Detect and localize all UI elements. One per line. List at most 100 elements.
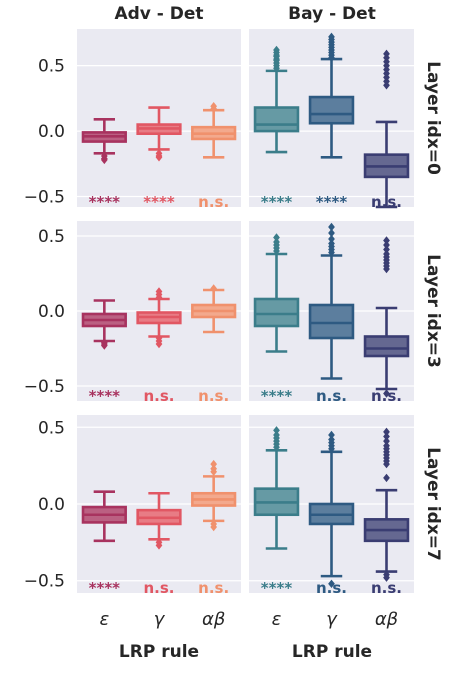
row-title-2: Layer idx=7	[423, 447, 443, 561]
significance-label-r2-c0-2: n.s.	[198, 579, 229, 597]
significance-label-r1-c0-2: n.s.	[198, 387, 229, 405]
outlier-point	[273, 430, 280, 440]
outlier-point	[100, 341, 108, 350]
x-tick-label-c0-0: ε	[99, 609, 109, 630]
y-tick-label-r0-c0-2: −0.5	[24, 188, 65, 208]
column-title-bay-det: Bay - Det	[288, 4, 376, 24]
x-tick-label-c0-2: αβ	[202, 609, 225, 630]
outlier-point	[155, 339, 163, 349]
box-iqr	[363, 335, 410, 358]
row-title-1: Layer idx=3	[423, 254, 443, 368]
box-iqr	[308, 95, 355, 125]
outlier-point	[328, 234, 335, 244]
y-tick-label-r1-c0-2: −0.5	[24, 377, 65, 397]
outlier-point	[210, 459, 218, 469]
outlier-point	[328, 435, 335, 444]
significance-label-r2-c1-1: n.s.	[316, 579, 347, 597]
outlier-point	[328, 239, 335, 248]
significance-label-r1-c1-2: n.s.	[371, 387, 402, 405]
y-tick-label-r0-c0-1: 0.0	[38, 122, 65, 142]
outlier-point	[328, 222, 335, 232]
box-r1-c0-1	[136, 287, 182, 349]
significance-label-r0-c1-2: n.s.	[371, 193, 402, 211]
outlier-point	[155, 287, 163, 296]
outlier-point	[210, 522, 218, 532]
outlier-point	[383, 245, 390, 254]
box-r1-c1-0	[253, 233, 300, 353]
x-axis-label-left: LRP rule	[119, 642, 199, 662]
box-iqr	[253, 297, 300, 328]
box-r2-c1-1	[308, 430, 355, 588]
outlier-point	[273, 45, 280, 55]
outlier-point	[383, 441, 390, 450]
box-r0-c0-1	[136, 106, 182, 162]
y-tick-label-r1-c0-1: 0.0	[38, 302, 65, 322]
box-iqr	[253, 106, 300, 133]
box-iqr	[308, 303, 355, 340]
x-tick-label-c1-0: ε	[272, 609, 282, 630]
outlier-point	[273, 237, 280, 247]
outlier-point	[210, 284, 218, 293]
outlier-point	[383, 240, 390, 250]
outlier-point	[155, 153, 163, 162]
outlier-point	[383, 473, 390, 483]
significance-label-r0-c1-1: ****	[316, 193, 348, 211]
y-tick-label-r2-c0-0: 0.5	[38, 418, 65, 438]
outlier-point	[210, 464, 218, 473]
significance-label-r0-c0-1: ****	[143, 193, 175, 211]
outlier-point	[328, 579, 335, 588]
outlier-point	[210, 102, 218, 111]
y-tick-label-r2-c0-2: −0.5	[24, 572, 65, 592]
outlier-point	[383, 427, 390, 437]
significance-label-r0-c0-0: ****	[89, 193, 121, 211]
box-r0-c0-2	[191, 102, 237, 159]
x-axis-label-right: LRP rule	[292, 642, 372, 662]
outlier-point	[383, 49, 390, 59]
box-r0-c1-1	[308, 32, 355, 159]
outlier-point	[273, 233, 280, 242]
outlier-point	[383, 389, 390, 398]
box-r1-c0-2	[191, 284, 237, 334]
box-r1-c1-1	[308, 222, 355, 380]
outlier-point	[328, 228, 335, 238]
significance-label-r2-c1-2: n.s.	[371, 579, 402, 597]
y-tick-label-r1-c0-0: 0.5	[38, 227, 65, 247]
y-tick-label-r2-c0-1: 0.0	[38, 495, 65, 515]
outlier-point	[155, 541, 163, 550]
significance-label-r2-c1-0: ****	[261, 579, 293, 597]
box-r0-c0-0	[81, 118, 127, 165]
significance-label-r0-c1-0: ****	[261, 193, 293, 211]
y-tick-label-r0-c0-0: 0.5	[38, 57, 65, 77]
outlier-point	[383, 436, 390, 446]
box-r1-c1-2	[363, 236, 410, 398]
outlier-point	[328, 430, 335, 440]
significance-label-r1-c1-0: ****	[261, 387, 293, 405]
outlier-point	[383, 432, 390, 441]
box-r0-c1-0	[253, 45, 300, 154]
x-tick-label-c1-1: γ	[326, 609, 338, 630]
row-title-0: Layer idx=0	[423, 61, 443, 175]
significance-label-r1-c0-1: n.s.	[143, 387, 174, 405]
significance-label-r0-c0-2: n.s.	[198, 193, 229, 211]
box-r1-c0-0	[81, 299, 127, 350]
outlier-point	[383, 249, 390, 259]
x-tick-label-c0-1: γ	[154, 609, 166, 630]
box-r2-c1-2	[363, 427, 410, 582]
box-r2-c0-0	[81, 490, 127, 543]
outlier-point	[100, 155, 108, 165]
column-title-adv-det: Adv - Det	[114, 4, 203, 24]
outlier-point	[383, 573, 390, 582]
box-r0-c1-2	[363, 49, 410, 209]
outlier-point	[328, 32, 335, 42]
significance-label-r1-c1-1: n.s.	[316, 387, 347, 405]
outlier-point	[273, 426, 280, 435]
significance-label-r2-c0-1: n.s.	[143, 579, 174, 597]
box-r2-c0-1	[136, 491, 182, 550]
outlier-point	[383, 236, 390, 245]
significance-label-r2-c0-0: ****	[89, 579, 121, 597]
box-r2-c0-2	[191, 459, 237, 532]
significance-label-r1-c0-0: ****	[89, 387, 121, 405]
box-r2-c1-0	[253, 426, 300, 550]
x-tick-label-c1-2: αβ	[375, 609, 398, 630]
